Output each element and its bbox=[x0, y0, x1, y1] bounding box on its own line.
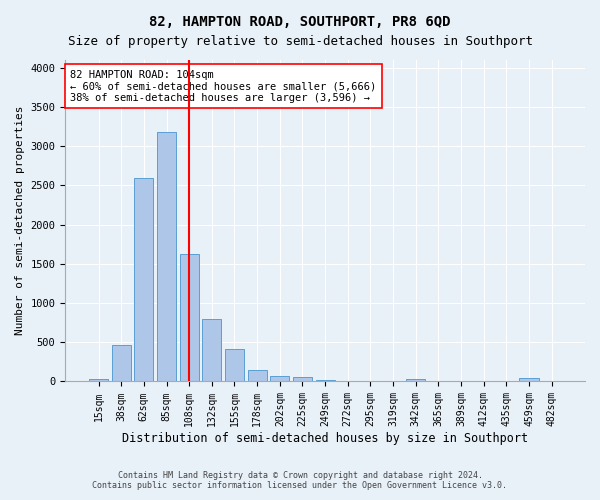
Bar bbox=[202, 318, 221, 382]
Bar bbox=[520, 378, 539, 382]
Bar bbox=[179, 254, 199, 382]
Bar bbox=[157, 132, 176, 382]
Bar bbox=[112, 346, 131, 382]
Bar bbox=[270, 376, 289, 382]
Text: 82 HAMPTON ROAD: 104sqm
← 60% of semi-detached houses are smaller (5,666)
38% of: 82 HAMPTON ROAD: 104sqm ← 60% of semi-de… bbox=[70, 70, 377, 103]
Bar bbox=[134, 178, 154, 382]
Bar bbox=[316, 380, 335, 382]
Bar bbox=[406, 378, 425, 382]
Bar bbox=[293, 377, 312, 382]
Text: Size of property relative to semi-detached houses in Southport: Size of property relative to semi-detach… bbox=[67, 35, 533, 48]
Bar bbox=[89, 379, 108, 382]
Y-axis label: Number of semi-detached properties: Number of semi-detached properties bbox=[15, 106, 25, 336]
Text: Contains HM Land Registry data © Crown copyright and database right 2024.
Contai: Contains HM Land Registry data © Crown c… bbox=[92, 470, 508, 490]
Bar bbox=[225, 350, 244, 382]
X-axis label: Distribution of semi-detached houses by size in Southport: Distribution of semi-detached houses by … bbox=[122, 432, 528, 445]
Text: 82, HAMPTON ROAD, SOUTHPORT, PR8 6QD: 82, HAMPTON ROAD, SOUTHPORT, PR8 6QD bbox=[149, 15, 451, 29]
Bar bbox=[248, 370, 267, 382]
